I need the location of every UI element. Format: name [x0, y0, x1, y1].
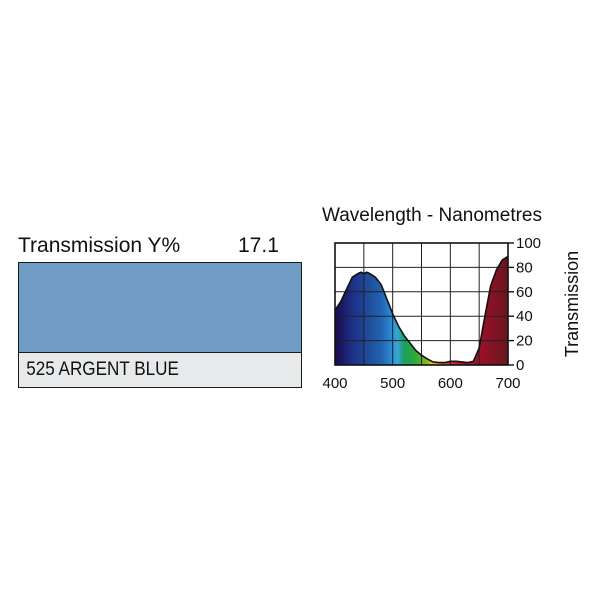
x-tick-label: 400: [322, 375, 347, 392]
x-tick-label: 500: [380, 375, 405, 392]
transmission-area: [335, 256, 508, 365]
y-axis-label: Transmission: [562, 251, 582, 357]
x-tick-label: 700: [495, 375, 520, 392]
transmission-value: 17.1: [238, 234, 279, 257]
plot-frame: [334, 242, 509, 366]
x-tick-label: 600: [438, 375, 463, 392]
filter-color-swatch: [19, 263, 301, 353]
filter-swatch-card: 525 ARGENT BLUE: [18, 262, 302, 388]
transmission-curve: [334, 255, 509, 364]
y-tick-label: 80: [516, 259, 533, 276]
y-tick-label: 20: [516, 333, 533, 350]
filter-name: 525 ARGENT BLUE: [26, 359, 179, 380]
y-tick-label: 0: [516, 357, 524, 374]
y-tick-label: 100: [516, 235, 541, 252]
transmission-label: Transmission Y%: [18, 234, 181, 257]
y-tick-label: 40: [516, 308, 533, 325]
chart-title: Wavelength - Nanometres: [322, 205, 543, 226]
y-tick-label: 60: [516, 284, 533, 301]
